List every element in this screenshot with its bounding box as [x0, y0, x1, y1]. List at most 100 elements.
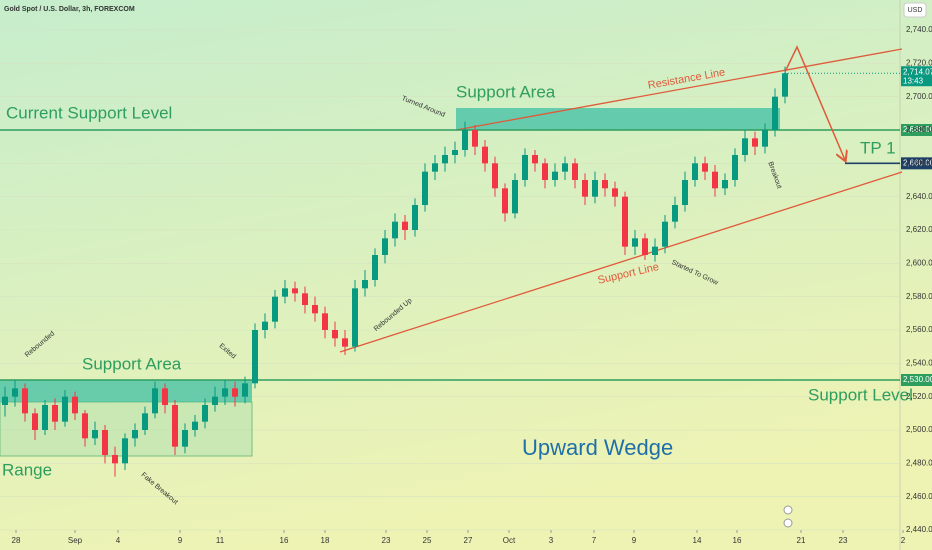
candle-body — [212, 396, 218, 405]
candle-body — [232, 388, 238, 397]
candle-body — [302, 293, 308, 305]
event-icon[interactable] — [783, 518, 793, 528]
candle-body — [432, 163, 438, 172]
candle-body — [272, 296, 278, 322]
candle-body — [702, 163, 708, 172]
candle-body — [452, 150, 458, 155]
x-tick-label: Sep — [68, 536, 83, 545]
candle-body — [642, 238, 648, 255]
candle-body — [372, 255, 378, 280]
x-tick-label: Oct — [503, 536, 516, 545]
candle-body — [202, 405, 208, 422]
candle-body — [762, 130, 768, 147]
y-tick-label: 2,440.00 — [906, 525, 932, 534]
candle-body — [442, 155, 448, 164]
candles — [2, 66, 788, 477]
annotation: Support Area — [456, 82, 556, 101]
x-tick-label: 21 — [797, 536, 806, 545]
candle-body — [692, 163, 698, 180]
candle-body — [32, 413, 38, 430]
candle-body — [472, 130, 478, 147]
annotation: Support Area — [82, 354, 182, 373]
candle-body — [252, 330, 258, 384]
support-line — [339, 171, 903, 353]
level-tag — [901, 124, 932, 136]
chart-title: Gold Spot / U.S. Dollar, 3h, FOREXCOM — [4, 6, 135, 13]
level-tag — [901, 157, 932, 170]
candle-body — [422, 171, 428, 205]
candle-body — [352, 288, 358, 347]
event-icon[interactable] — [783, 505, 793, 515]
candle-body — [52, 405, 58, 422]
candle-body — [552, 171, 558, 180]
annotation: TP 1 — [860, 138, 896, 157]
y-tick-label: 2,520.00 — [906, 392, 932, 401]
candle-body — [122, 438, 128, 464]
y-tick-label: 2,540.00 — [906, 358, 932, 367]
candle-body — [752, 138, 758, 147]
x-tick-label: 4 — [116, 536, 121, 545]
x-tick-label: 3 — [549, 536, 554, 545]
x-tick-label: 9 — [632, 536, 637, 545]
candle-body — [2, 396, 8, 405]
candle-body — [242, 383, 248, 397]
candle-body — [572, 163, 578, 180]
candle-body — [782, 73, 788, 97]
x-tick-label: 9 — [178, 536, 183, 545]
last-price-tag — [901, 66, 932, 87]
candle-body — [392, 221, 398, 239]
candle-body — [622, 196, 628, 247]
y-tick-label: 2,640.00 — [906, 192, 932, 201]
y-tick-label: 2,500.00 — [906, 425, 932, 434]
candle-body — [222, 388, 228, 397]
candle-body — [362, 280, 368, 289]
y-tick-label: 2,700.00 — [906, 92, 932, 101]
annotation: Range — [2, 460, 52, 479]
support-area-low — [0, 380, 252, 402]
candle-body — [632, 238, 638, 247]
candle-body — [342, 338, 348, 347]
x-tick-label: 2 — [901, 536, 906, 545]
candle-body — [142, 413, 148, 430]
candle-body — [612, 188, 618, 197]
y-tick-label: 2,480.00 — [906, 458, 932, 467]
support-area-high — [456, 108, 780, 130]
candle-body — [542, 163, 548, 180]
candle-body — [22, 388, 28, 414]
level-tag-label: 2,680.00 — [903, 125, 932, 134]
y-tick-label: 2,660.00 — [906, 158, 932, 167]
candle-body — [402, 221, 408, 230]
candle-body — [602, 180, 608, 189]
y-tick-label: 2,560.00 — [906, 325, 932, 334]
candle-body — [462, 130, 468, 150]
y-tick-label: 2,740.00 — [906, 25, 932, 34]
candle-body — [522, 155, 528, 180]
candle-body — [732, 155, 738, 180]
candle-body — [102, 430, 108, 455]
level-tag — [901, 374, 932, 386]
x-tick-label: 14 — [693, 536, 702, 545]
candle-body — [162, 388, 168, 405]
resistance-line — [455, 48, 903, 131]
candle-body — [502, 188, 508, 214]
x-tick-label: 7 — [592, 536, 597, 545]
x-tick-label: 16 — [733, 536, 742, 545]
candle-body — [322, 313, 328, 330]
candle-body — [382, 238, 388, 255]
candle-body — [152, 388, 158, 414]
candle-body — [482, 146, 488, 164]
candle-body — [262, 321, 268, 330]
candle-body — [282, 288, 288, 297]
x-tick-label: 25 — [423, 536, 432, 545]
candle-body — [192, 421, 198, 430]
y-tick-label: 2,460.00 — [906, 492, 932, 501]
candle-body — [62, 396, 68, 422]
candle-body — [712, 171, 718, 189]
candle-body — [182, 430, 188, 447]
candle-body — [582, 180, 588, 197]
y-tick-label: 2,600.00 — [906, 258, 932, 267]
candle-body — [132, 430, 138, 439]
candle-body — [742, 138, 748, 155]
currency-box — [903, 2, 927, 18]
